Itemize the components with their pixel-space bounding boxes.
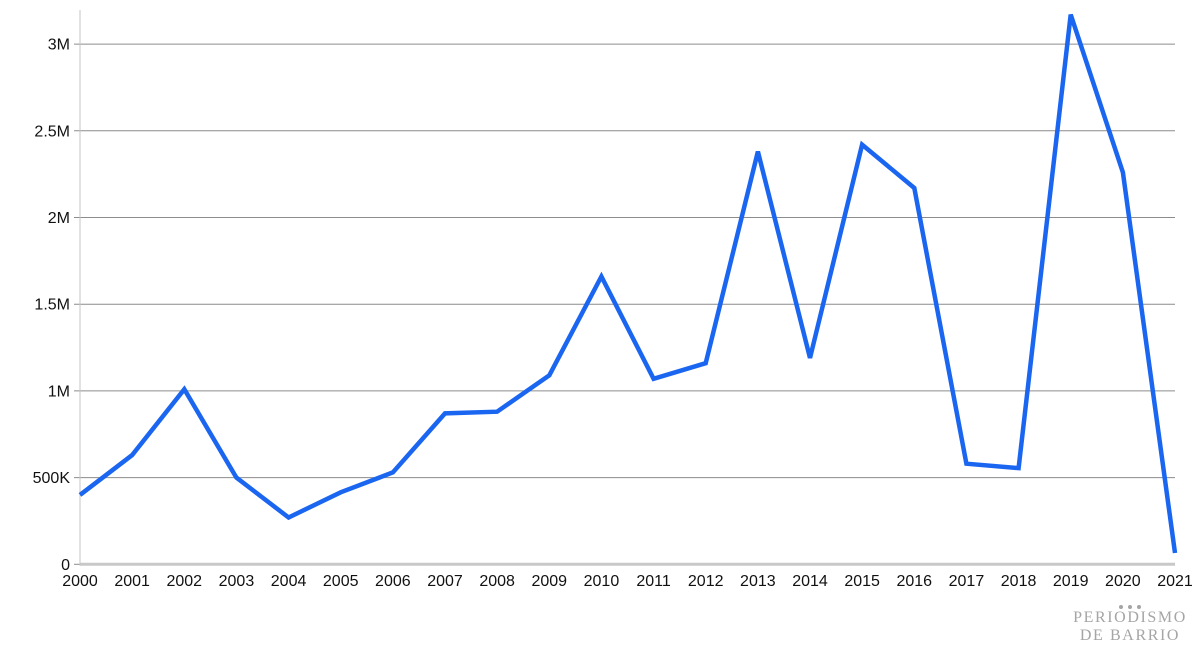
x-tick-label: 2015	[844, 573, 880, 590]
x-tick-label: 2007	[427, 573, 463, 590]
x-tick-label: 2000	[62, 573, 98, 590]
x-tick-label: 2006	[375, 573, 411, 590]
watermark: PERIODISMO DE BARRIO	[1050, 598, 1200, 646]
x-tick-label: 2012	[688, 573, 724, 590]
x-tick-label: 2014	[792, 573, 828, 590]
x-tick-label: 2021	[1157, 573, 1193, 590]
x-tick-label: 2018	[1001, 573, 1037, 590]
y-tick-label: 2.5M	[34, 123, 70, 140]
x-tick-label: 2013	[740, 573, 776, 590]
x-tick-label: 2008	[479, 573, 515, 590]
y-tick-label: 2M	[48, 210, 70, 227]
x-tick-label: 2001	[114, 573, 150, 590]
x-tick-label: 2003	[219, 573, 255, 590]
watermark-line1: PERIODISMO	[1073, 609, 1187, 626]
dot-icon	[1119, 605, 1123, 610]
x-tick-label: 2011	[636, 573, 671, 590]
x-tick-label: 2016	[896, 573, 932, 590]
y-tick-label: 1.5M	[34, 297, 70, 314]
watermark-line2: DE BARRIO	[1079, 627, 1181, 645]
x-tick-label: 2002	[166, 573, 202, 590]
x-tick-label: 2004	[271, 573, 307, 590]
x-tick-label: 2005	[323, 573, 359, 590]
y-tick-label: 1M	[48, 383, 70, 400]
y-tick-label: 3M	[48, 37, 70, 54]
x-tick-label: 2009	[531, 573, 567, 590]
x-tick-label: 2010	[584, 573, 620, 590]
dot-icon	[1128, 605, 1132, 610]
y-tick-label: 0	[61, 557, 70, 574]
x-tick-label: 2020	[1105, 573, 1141, 590]
x-tick-label: 2019	[1053, 573, 1089, 590]
y-tick-label: 500K	[33, 470, 71, 487]
dot-icon	[1137, 605, 1141, 610]
three-dots-icon	[1050, 598, 1200, 610]
data-series-line	[78, 13, 1178, 554]
x-tick-label: 2017	[949, 573, 985, 590]
